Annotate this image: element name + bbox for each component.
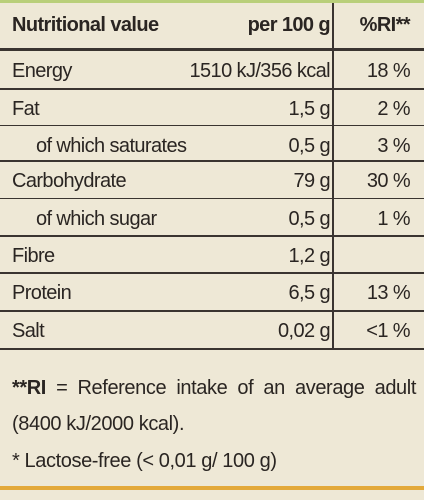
- row-value: 0,5 g: [288, 135, 331, 157]
- rule: [0, 348, 424, 350]
- rule: [0, 198, 424, 199]
- row-label: of which saturates: [36, 135, 187, 157]
- row-ri: 1 %: [377, 208, 410, 230]
- row-label: Carbohydrate: [12, 170, 127, 192]
- rule: [0, 125, 424, 126]
- rule: [0, 160, 424, 162]
- row-ri: 3 %: [377, 135, 410, 157]
- row-value: 0,5 g: [288, 208, 331, 230]
- row-ri: <1 %: [366, 320, 410, 342]
- row-label: Salt: [12, 320, 45, 342]
- row-ri: 18 %: [366, 60, 411, 82]
- header-per: per 100 g: [247, 14, 331, 36]
- header-ri: %RI**: [359, 14, 411, 36]
- rule: [0, 48, 424, 51]
- row-label: Energy: [12, 60, 72, 82]
- row-value: 6,5 g: [288, 282, 331, 304]
- footnote-lactose: * Lactose-free (< 0,01 g/ 100 g): [12, 450, 277, 472]
- rule: [0, 310, 424, 312]
- rule: [0, 88, 424, 90]
- column-rule: [332, 3, 334, 350]
- row-value: 1,2 g: [288, 245, 331, 267]
- row-label: of which sugar: [36, 208, 157, 230]
- row-value: 0,02 g: [277, 320, 331, 342]
- ri-term: **RI: [12, 377, 46, 399]
- row-label: Protein: [12, 282, 72, 304]
- top-stripe: [0, 0, 424, 3]
- row-ri: 2 %: [377, 98, 410, 120]
- rule: [0, 235, 424, 237]
- row-label: Fibre: [12, 245, 55, 267]
- row-ri: 30 %: [366, 170, 411, 192]
- row-ri: 13 %: [366, 282, 411, 304]
- rule: [0, 272, 424, 274]
- row-value: 1,5 g: [288, 98, 331, 120]
- header-label: Nutritional value: [12, 14, 159, 36]
- row-label: Fat: [12, 98, 40, 120]
- bottom-stripe: [0, 486, 424, 490]
- ri-text-1: = Reference intake of an average adult (…: [12, 377, 416, 435]
- row-value: 79 g: [293, 170, 330, 192]
- row-value: 1510 kJ/356 kcal: [189, 60, 331, 82]
- footnote-ri: **RI = Reference intake of an average ad…: [12, 370, 416, 442]
